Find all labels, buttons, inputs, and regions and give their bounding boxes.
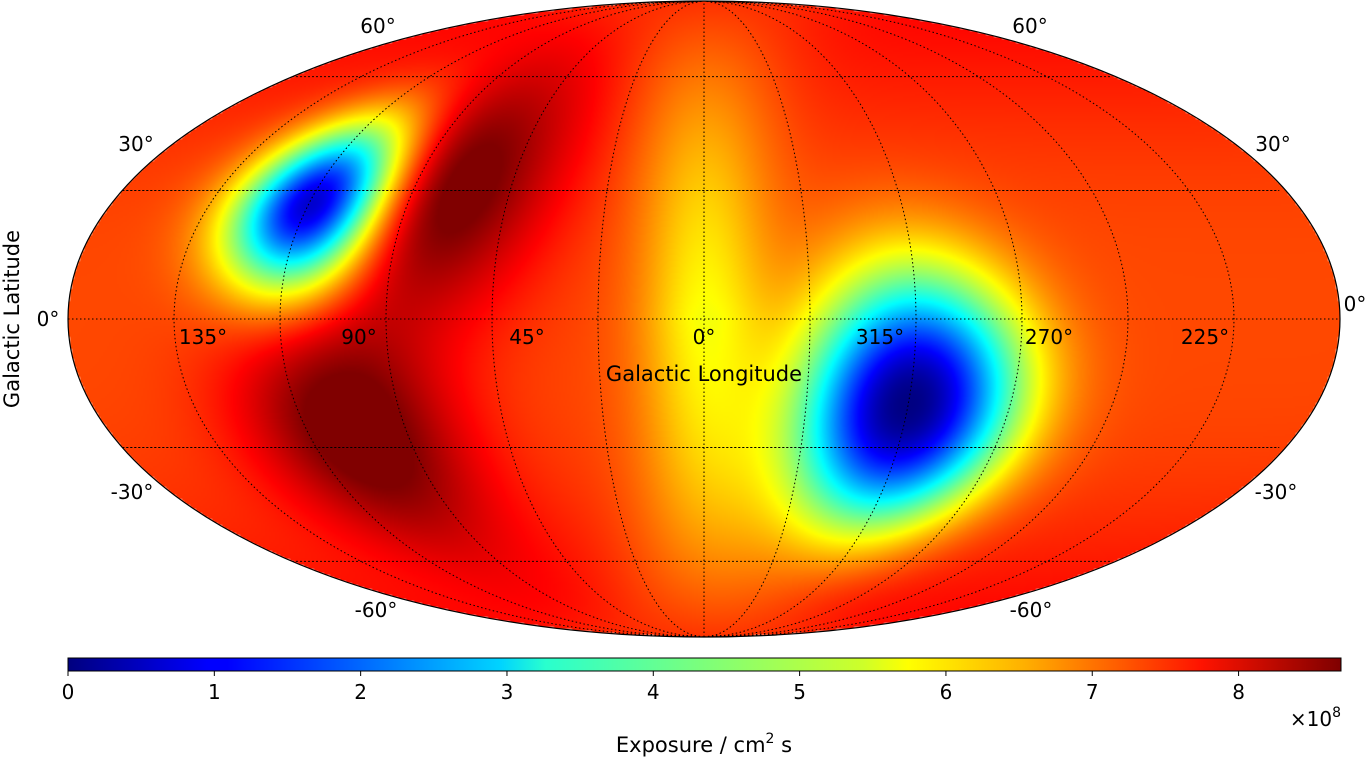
lat-tick-label: 60° <box>360 14 395 38</box>
colorbar-tick-label: 1 <box>208 680 221 704</box>
colorbar: 0 1 2 3 4 5 6 7 8 ×108 Exposure / cm2 s <box>62 657 1342 757</box>
colorbar-tick-label: 0 <box>62 680 75 704</box>
lat-tick-label: 60° <box>1012 14 1047 38</box>
meridian-line <box>703 1 811 637</box>
lon-tick-label: 0° <box>693 325 716 349</box>
lat-tick-label: -30° <box>111 480 154 504</box>
meridian-line <box>703 1 1129 637</box>
lon-tick-label: 225° <box>1181 325 1229 349</box>
longitude-tick-labels: 135° 90° 45° 0° 315° 270° 225° <box>179 325 1229 349</box>
colorbar-tick-label: 8 <box>1232 680 1245 704</box>
lat-tick-label: 30° <box>1255 132 1290 156</box>
colorbar-ticks: 0 1 2 3 4 5 6 7 8 <box>62 671 1245 704</box>
latitude-tick-labels-left: 60° 30° 0° -30° -60° <box>37 14 398 622</box>
colorbar-tick-label: 4 <box>647 680 660 704</box>
colorbar-tick-label: 2 <box>354 680 367 704</box>
meridian-line <box>597 1 705 637</box>
lat-tick-label: -60° <box>355 598 398 622</box>
y-axis-label: Galactic Latitude <box>0 230 24 408</box>
lat-tick-label: 30° <box>118 132 153 156</box>
lat-tick-label: 0° <box>37 307 60 331</box>
colorbar-tick-label: 7 <box>1086 680 1099 704</box>
meridian-line <box>491 1 705 637</box>
colorbar-tick-label: 6 <box>940 680 953 704</box>
colorbar-label: Exposure / cm2 s <box>616 731 792 757</box>
meridian-line <box>703 1 1235 637</box>
x-axis-label: Galactic Longitude <box>606 362 802 386</box>
map-outline <box>67 0 1341 638</box>
colorbar-multiplier: ×108 <box>1290 705 1341 731</box>
latitude-tick-labels-right: 60° 30° 0° -30° -60° <box>1010 14 1367 622</box>
colorbar-tick-label: 5 <box>793 680 806 704</box>
lon-tick-label: 90° <box>341 325 376 349</box>
lon-tick-label: 315° <box>856 325 904 349</box>
lat-tick-label: -30° <box>1255 480 1298 504</box>
meridian-line <box>173 1 705 637</box>
meridian-line <box>279 1 705 637</box>
lon-tick-label: 135° <box>179 325 227 349</box>
lat-tick-label: 0° <box>1344 292 1367 316</box>
meridian-line <box>703 1 917 637</box>
colorbar-tick-label: 3 <box>501 680 514 704</box>
lon-tick-label: 270° <box>1025 325 1073 349</box>
colorbar-gradient <box>67 657 1342 672</box>
lon-tick-label: 45° <box>509 325 544 349</box>
graticule-grid <box>68 1 1340 637</box>
lat-tick-label: -60° <box>1010 598 1053 622</box>
